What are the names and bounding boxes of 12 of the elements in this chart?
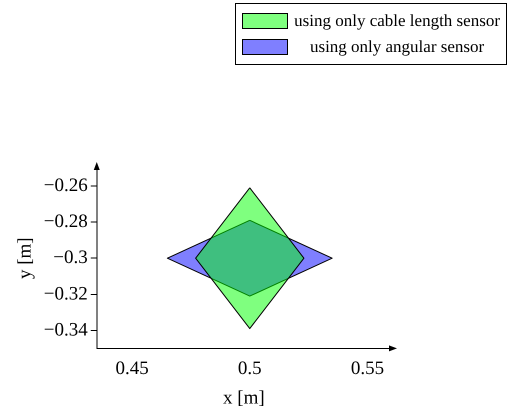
y-tick-label: −0.32 xyxy=(44,283,88,304)
x-axis-title: x [m] xyxy=(223,388,265,409)
y-tick-label: −0.28 xyxy=(44,211,88,232)
legend-label: using only angular sensor xyxy=(308,37,486,57)
y-tick-label: −0.26 xyxy=(44,175,88,196)
legend-label: using only cable length sensor xyxy=(294,11,500,31)
y-tick-label: −0.3 xyxy=(53,247,88,268)
y-axis-title: y [m] xyxy=(14,237,36,280)
x-tick-label: 0.45 xyxy=(115,358,149,379)
x-tick-label: 0.55 xyxy=(350,358,384,379)
x-tick-label: 0.5 xyxy=(238,358,262,379)
y-tick-label: −0.34 xyxy=(44,319,88,340)
